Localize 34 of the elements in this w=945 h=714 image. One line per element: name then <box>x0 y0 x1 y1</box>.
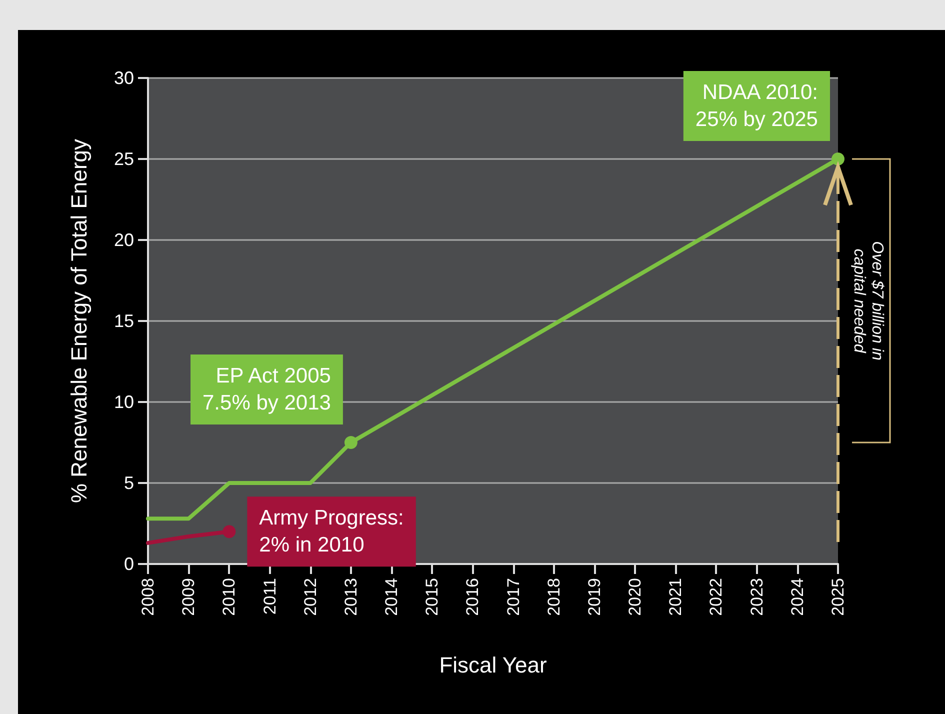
x-tick-label: 2015 <box>422 578 442 616</box>
x-axis-title: Fiscal Year <box>439 652 547 678</box>
x-tick-label: 2020 <box>626 578 645 616</box>
x-tick-label: 2019 <box>584 578 604 616</box>
y-tick-label: 0 <box>124 554 134 574</box>
x-tick-label: 2023 <box>747 578 766 616</box>
x-tick-label: 2022 <box>706 578 726 616</box>
x-tick-label: 2024 <box>788 578 807 616</box>
point <box>832 152 844 166</box>
y-tick-label: 20 <box>114 230 134 250</box>
x-tick-label: 2011 <box>260 578 280 615</box>
y-axis-title: % Renewable Energy of Total Energy <box>66 138 92 504</box>
x-tick-label: 2010 <box>220 578 239 616</box>
x-tick-label: 2013 <box>341 578 360 616</box>
text: Over $7 billion in capital needed <box>850 241 886 360</box>
y-tick-label: 30 <box>114 68 134 88</box>
annotation: EP Act 2005 7.5% by 2013 <box>202 364 331 414</box>
y-tick-label: 5 <box>124 473 134 493</box>
x-tick-label: 2014 <box>382 578 402 616</box>
x-tick-label: 2021 <box>666 578 686 616</box>
x-tick-label: 2009 <box>179 578 198 616</box>
point <box>222 525 236 538</box>
y-tick-label: 25 <box>114 149 134 169</box>
x-tick-label: 2017 <box>504 578 523 616</box>
x-tick-label: 2025 <box>828 578 848 616</box>
annotation: Army Progress: 2% in 2010 <box>259 506 404 557</box>
x-tick-label: 2018 <box>544 578 564 616</box>
x-tick-label: 2012 <box>300 578 320 616</box>
annotation: NDAA 2010: 25% by 2025 <box>695 81 818 131</box>
y-tick-label: 15 <box>114 311 134 331</box>
x-tick-label: 2008 <box>138 578 158 616</box>
x-tick-label: 2016 <box>463 578 482 616</box>
y-tick-label: 10 <box>114 392 134 412</box>
point <box>344 436 358 449</box>
